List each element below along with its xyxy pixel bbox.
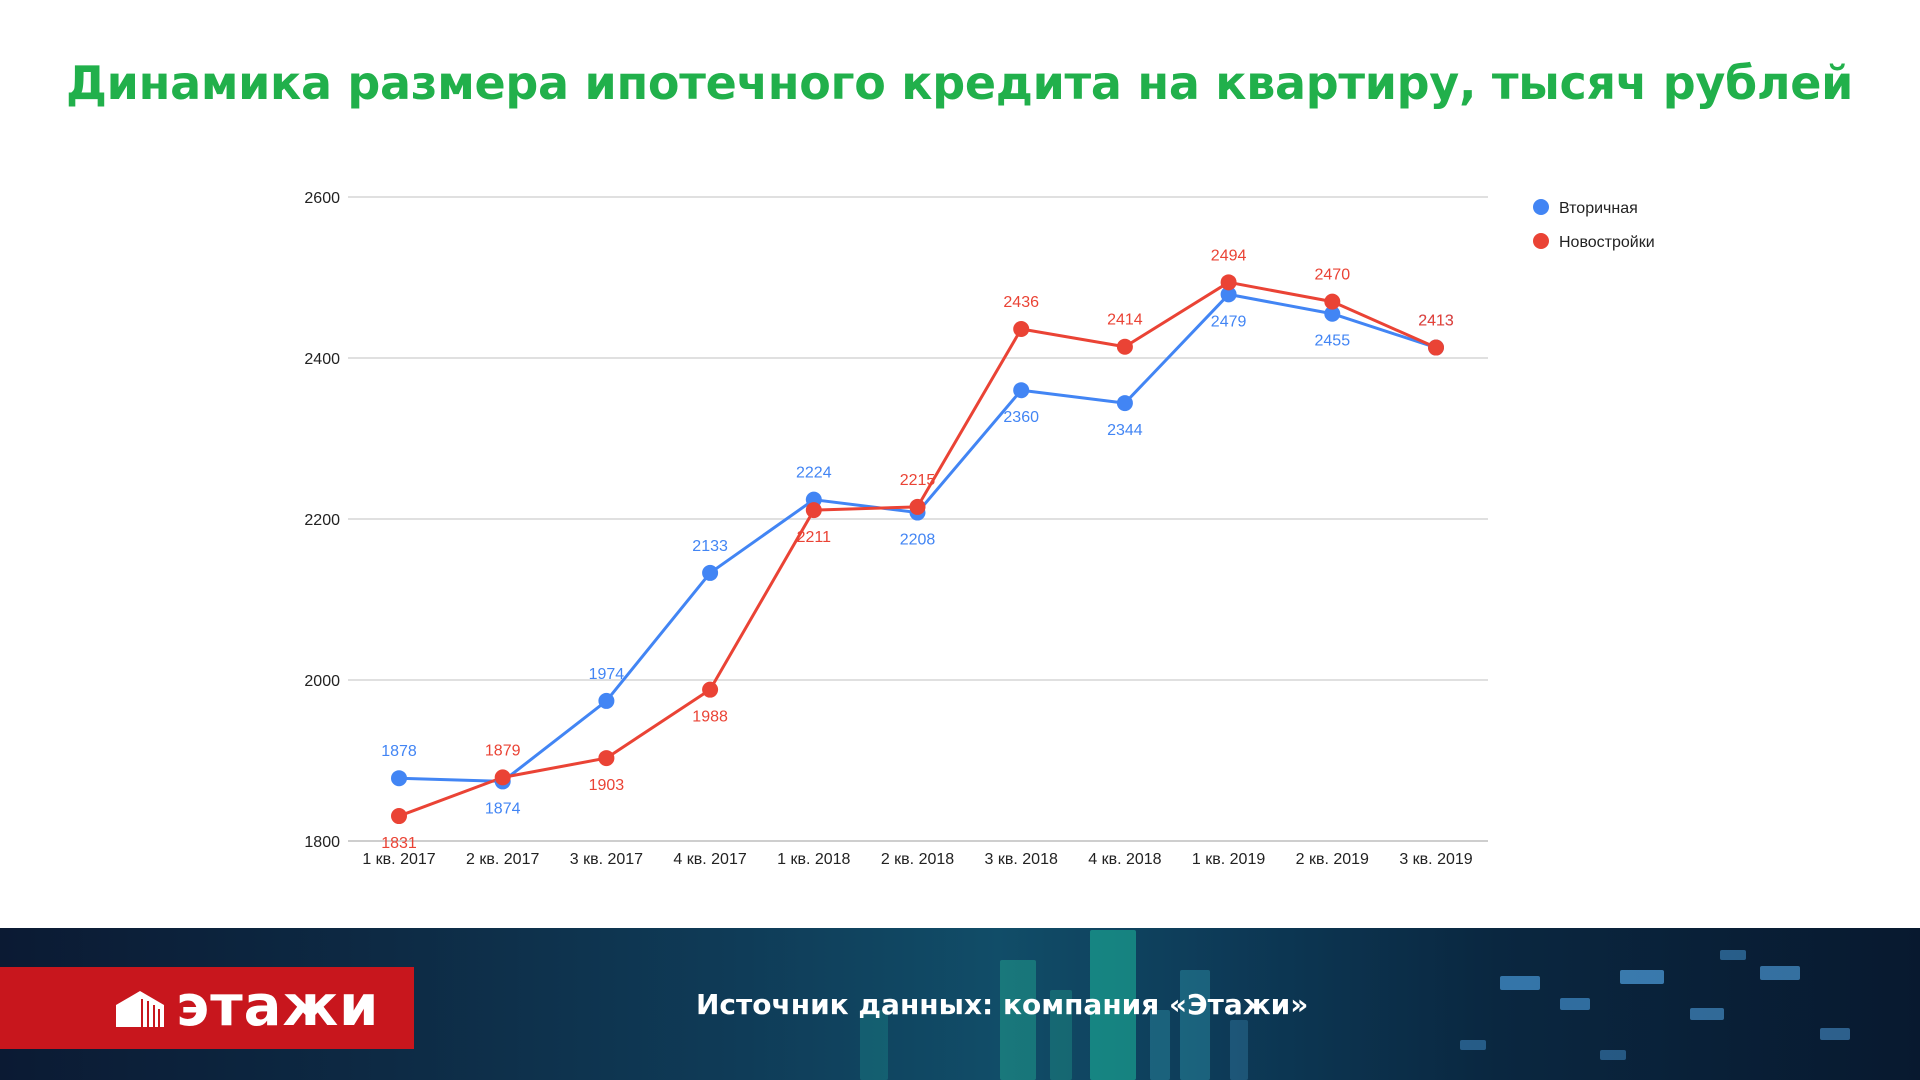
- x-tick-label: 3 кв. 2017: [570, 851, 643, 868]
- data-point: [391, 808, 407, 825]
- legend-marker: [1533, 233, 1549, 249]
- data-point: [494, 769, 511, 786]
- x-tick-label: 3 кв. 2019: [1399, 851, 1472, 868]
- y-axis-ticks: 1800 2000 2200 2400 2600: [304, 190, 340, 851]
- data-point: [1116, 338, 1133, 355]
- data-label: 1988: [692, 709, 728, 726]
- y-tick-label: 2400: [304, 351, 340, 368]
- building-logo-icon: [116, 991, 164, 1027]
- x-tick-label: 2 кв. 2019: [1296, 851, 1369, 868]
- data-label: 2208: [900, 532, 936, 549]
- data-label: 1878: [381, 743, 417, 760]
- data-point: [702, 681, 719, 698]
- data-point: [598, 750, 615, 767]
- data-label: 1903: [589, 777, 625, 794]
- data-label: 2133: [692, 538, 728, 555]
- logo-text: этажи: [176, 974, 380, 1039]
- y-tick-label: 2200: [304, 512, 340, 529]
- chart-legend: Вторичная Новостройки: [1533, 199, 1655, 251]
- x-tick-label: 3 кв. 2018: [985, 851, 1058, 868]
- data-label: 2455: [1315, 333, 1351, 350]
- data-point: [598, 692, 615, 709]
- data-label: 2436: [1003, 294, 1039, 311]
- legend-label: Вторичная: [1559, 200, 1638, 217]
- data-point: [702, 564, 719, 581]
- data-source-caption: Источник данных: компания «Этажи»: [696, 988, 1309, 1021]
- x-tick-label: 2 кв. 2017: [466, 851, 539, 868]
- legend-marker: [1533, 199, 1549, 215]
- x-tick-label: 1 кв. 2019: [1192, 851, 1265, 868]
- x-tick-label: 1 кв. 2017: [362, 851, 435, 868]
- data-point: [909, 498, 926, 515]
- data-label: 2413: [1418, 313, 1454, 330]
- line-chart: 1800 2000 2200 2400 2600 1 кв. 2017 2 кв. 201…: [304, 190, 1655, 868]
- data-point: [391, 770, 407, 787]
- logo-background: [0, 967, 414, 1049]
- data-point: [1220, 274, 1237, 291]
- y-tick-label: 2600: [304, 190, 340, 207]
- chart-series-lines: [398, 280, 1437, 818]
- data-label: 1974: [589, 666, 625, 683]
- data-point: [1428, 339, 1444, 356]
- data-label: 2494: [1211, 247, 1247, 264]
- data-point: [1116, 395, 1133, 412]
- x-tick-label: 4 кв. 2018: [1088, 851, 1161, 868]
- data-label: 2224: [796, 465, 832, 482]
- x-tick-label: 1 кв. 2018: [777, 851, 850, 868]
- data-label: 2211: [797, 529, 832, 546]
- x-axis-ticks: 1 кв. 2017 2 кв. 2017 3 кв. 2017 4 кв. 2017…: [362, 851, 1472, 868]
- data-point: [1324, 305, 1341, 322]
- y-tick-label: 1800: [304, 834, 340, 851]
- series-line-1: [398, 280, 1437, 818]
- data-label: 2479: [1211, 313, 1247, 330]
- y-tick-label: 2000: [304, 673, 340, 690]
- data-point: [1013, 321, 1030, 338]
- data-label: 1874: [485, 800, 521, 817]
- chart-data-labels: 1878 1874 1974 2133 2224 2208 2360 2344 2479 2455…: [381, 247, 1454, 852]
- data-label: 1831: [381, 835, 417, 852]
- page-title: Динамика размера ипотечного кредита на к…: [66, 56, 1854, 110]
- data-label: 2470: [1315, 267, 1351, 284]
- data-label: 2360: [1003, 409, 1039, 426]
- data-label: 2413: [1418, 313, 1454, 330]
- data-label: 2344: [1107, 422, 1143, 439]
- x-tick-label: 4 кв. 2017: [673, 851, 746, 868]
- data-point: [1324, 293, 1341, 310]
- data-point: [1220, 286, 1237, 303]
- data-point: [1013, 382, 1030, 399]
- chart-points: [391, 274, 1444, 825]
- data-label: 1879: [485, 742, 521, 759]
- data-point: [805, 502, 822, 519]
- data-label: 2414: [1107, 312, 1143, 329]
- x-tick-label: 2 кв. 2018: [881, 851, 954, 868]
- data-label: 2215: [900, 472, 936, 489]
- legend-label: Новостройки: [1559, 234, 1655, 251]
